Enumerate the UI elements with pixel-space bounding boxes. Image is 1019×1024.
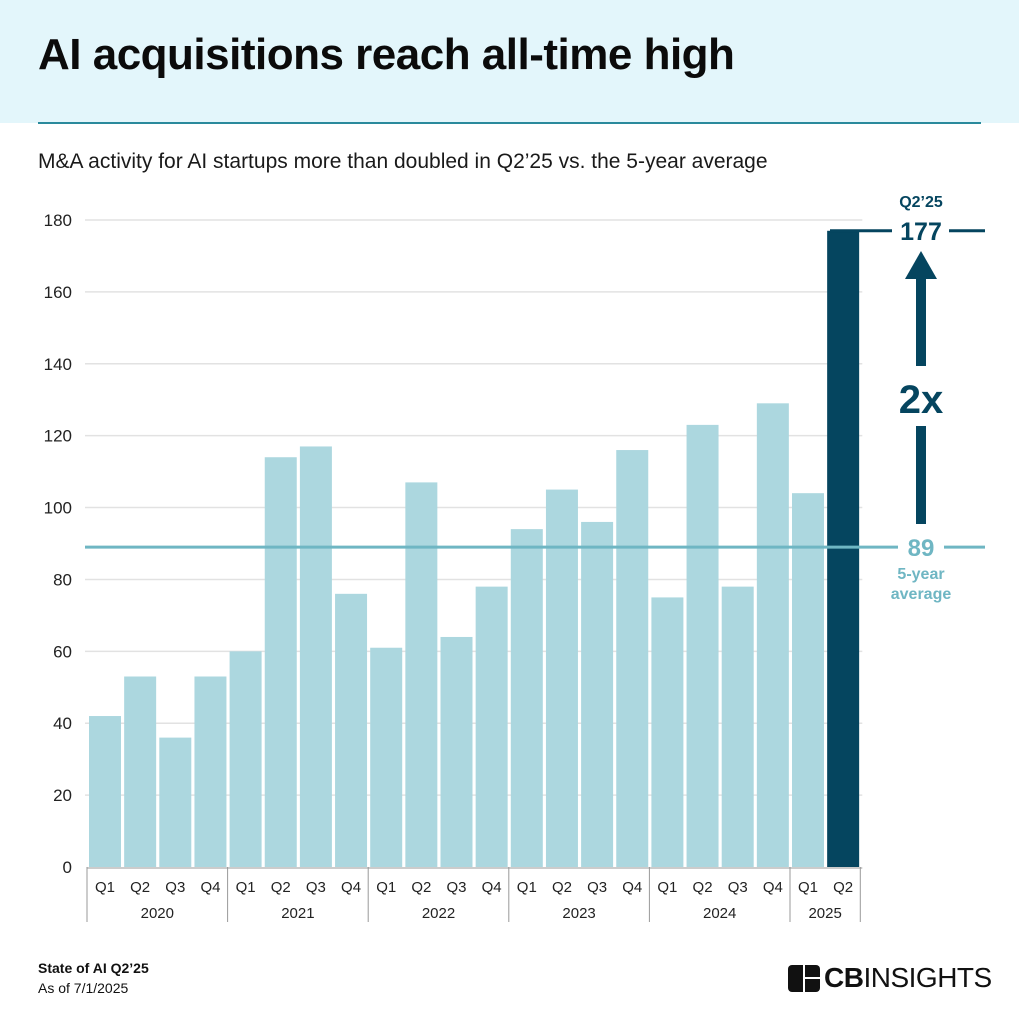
bar bbox=[545, 489, 578, 867]
multiplier-label: 2x bbox=[899, 378, 944, 422]
x-tick-label: Q4 bbox=[482, 879, 502, 896]
bar bbox=[335, 593, 368, 867]
bar bbox=[440, 636, 473, 867]
y-tick-label: 40 bbox=[53, 714, 72, 733]
bar bbox=[827, 230, 860, 868]
y-tick-label: 0 bbox=[63, 858, 72, 877]
bar bbox=[510, 529, 543, 867]
x-tick-label: Q3 bbox=[306, 879, 326, 896]
highlight-period-label: Q2’25 bbox=[899, 194, 943, 211]
x-tick-label: Q3 bbox=[446, 879, 466, 896]
bar bbox=[792, 493, 824, 867]
logo-mark-icon bbox=[788, 964, 820, 992]
average-value-label: 89 bbox=[908, 535, 935, 562]
x-tick-label: Q1 bbox=[517, 879, 537, 896]
y-tick-label: 160 bbox=[44, 283, 72, 302]
year-label: 2020 bbox=[141, 905, 174, 922]
arrow-shaft bbox=[916, 426, 926, 524]
y-tick-label: 20 bbox=[53, 786, 72, 805]
y-tick-label: 120 bbox=[44, 427, 72, 446]
chart-title: AI acquisitions reach all-time high bbox=[38, 30, 735, 79]
report-name: State of AI Q2’25 bbox=[38, 960, 149, 976]
bar bbox=[370, 647, 403, 867]
y-tick-label: 180 bbox=[44, 211, 72, 230]
x-tick-label: Q1 bbox=[657, 879, 677, 896]
average-caption: average bbox=[891, 586, 952, 603]
bar bbox=[651, 597, 684, 867]
x-tick-label: Q3 bbox=[728, 879, 748, 896]
x-tick-label: Q1 bbox=[376, 879, 396, 896]
x-tick-label: Q3 bbox=[165, 879, 185, 896]
arrow-shaft bbox=[916, 278, 926, 366]
bar bbox=[299, 446, 332, 867]
y-tick-label: 100 bbox=[44, 499, 72, 518]
x-tick-label: Q1 bbox=[236, 879, 256, 896]
bar bbox=[264, 457, 297, 867]
x-tick-label: Q4 bbox=[763, 879, 783, 896]
x-tick-label: Q4 bbox=[200, 879, 220, 896]
x-tick-label: Q2 bbox=[693, 879, 713, 896]
x-tick-label: Q1 bbox=[95, 879, 115, 896]
y-tick-label: 60 bbox=[53, 642, 72, 661]
x-tick-label: Q3 bbox=[587, 879, 607, 896]
x-tick-label: Q2 bbox=[552, 879, 572, 896]
bar bbox=[686, 424, 719, 867]
y-tick-label: 140 bbox=[44, 355, 72, 374]
bar bbox=[616, 450, 649, 867]
divider bbox=[38, 122, 981, 124]
x-tick-label: Q2 bbox=[833, 879, 853, 896]
average-caption: 5-year bbox=[897, 566, 944, 583]
bar bbox=[194, 676, 227, 867]
bar bbox=[756, 403, 789, 867]
x-tick-label: Q4 bbox=[622, 879, 642, 896]
year-label: 2025 bbox=[808, 905, 841, 922]
x-tick-label: Q4 bbox=[341, 879, 361, 896]
highlight-value-label: 177 bbox=[900, 218, 942, 246]
x-tick-label: Q2 bbox=[271, 879, 291, 896]
bar bbox=[229, 651, 262, 867]
y-tick-label: 80 bbox=[53, 570, 72, 589]
bar bbox=[124, 676, 157, 867]
bar bbox=[405, 482, 438, 867]
as-of-date: As of 7/1/2025 bbox=[38, 980, 129, 996]
arrow-up-icon bbox=[905, 251, 937, 279]
year-label: 2021 bbox=[281, 905, 314, 922]
bar bbox=[89, 716, 121, 867]
x-tick-label: Q2 bbox=[411, 879, 431, 896]
year-label: 2023 bbox=[562, 905, 595, 922]
x-tick-label: Q1 bbox=[798, 879, 818, 896]
bar bbox=[581, 521, 614, 867]
chart-subtitle: M&A activity for AI startups more than d… bbox=[38, 150, 768, 173]
bar bbox=[475, 586, 508, 867]
cb-insights-logo: CB INSIGHTS bbox=[788, 962, 992, 994]
x-tick-label: Q2 bbox=[130, 879, 150, 896]
year-label: 2024 bbox=[703, 905, 736, 922]
bar bbox=[159, 737, 192, 867]
header-band: AI acquisitions reach all-time high bbox=[0, 0, 1019, 123]
bar bbox=[721, 586, 754, 867]
year-label: 2022 bbox=[422, 905, 455, 922]
